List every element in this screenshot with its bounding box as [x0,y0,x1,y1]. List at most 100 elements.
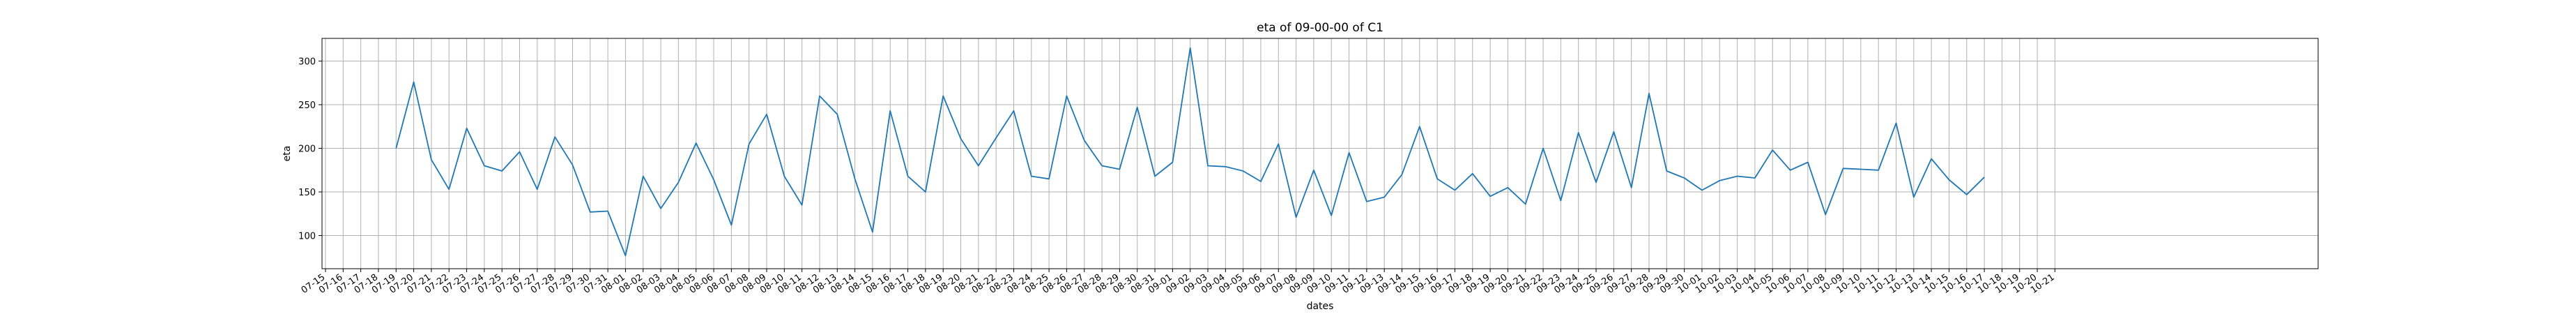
data-point [413,81,414,82]
data-point [1401,174,1402,175]
data-point [1207,165,1209,166]
data-point [501,170,503,172]
data-point [801,204,802,206]
data-point [1436,178,1438,179]
data-point [484,165,485,166]
data-point [1948,179,1949,180]
y-tick-label: 300 [298,57,316,68]
data-point [1242,170,1243,172]
data-point [1736,175,1738,177]
plot-area-frame [321,38,2319,269]
data-point [1313,170,1314,171]
data-point [1295,216,1296,218]
data-point [1419,126,1420,127]
data-point [537,188,538,190]
data-point [1189,47,1190,49]
data-point [713,179,714,180]
data-point [660,208,661,209]
data-point [1260,181,1262,182]
data-point [1366,201,1367,202]
data-point [1860,168,1862,170]
chart-title: eta of 09-00-00 of C1 [1257,21,1383,35]
data-point [1031,175,1032,177]
data-point [1648,93,1650,94]
data-point [1701,189,1703,191]
data-point [925,191,926,193]
data-point [766,114,767,115]
data-point [1048,178,1050,179]
data-point [1772,149,1773,151]
data-point [1666,170,1667,172]
data-point [431,159,432,161]
data-point [854,178,855,179]
data-point [1172,161,1173,163]
data-point [872,231,873,232]
series-layer [395,47,1985,257]
data-point [1084,140,1085,141]
data-point [448,188,450,190]
data-point [1931,158,1932,159]
data-point [1119,168,1120,170]
data-point [677,181,679,183]
data-point [1578,132,1579,133]
data-point [942,95,944,96]
data-point [519,151,520,152]
axis-layer: 07-1507-1607-1707-1807-1907-2007-2107-22… [298,57,2056,296]
data-point [1101,165,1103,166]
data-point [1789,170,1791,171]
data-point [590,211,591,213]
data-point [643,175,644,177]
data-point [1472,173,1473,174]
data-point [1630,187,1632,188]
data-point [730,224,732,225]
data-point [1137,107,1138,108]
data-point [1984,177,1985,178]
x-axis-label: dates [1307,301,1334,312]
data-point [1895,122,1896,124]
data-point [1683,177,1685,179]
y-tick-label: 150 [298,188,316,198]
data-point [1331,215,1332,216]
data-point [1013,110,1014,112]
data-point [995,137,997,138]
data-point [1807,161,1809,163]
data-point [960,138,961,140]
data-point [1719,180,1720,181]
data-point [1383,196,1385,198]
data-point [1913,196,1915,198]
data-point [607,210,608,211]
data-point [1154,175,1156,177]
data-point [395,147,397,149]
grid-layer [322,38,2318,269]
data-point [1454,189,1455,191]
data-point [1613,131,1614,133]
data-point [978,165,979,166]
data-point [1507,187,1508,188]
data-point [1754,177,1756,179]
data-point [1966,194,1968,195]
data-point [466,128,467,129]
data-point [1542,147,1544,149]
data-point [889,110,891,112]
data-point [1878,170,1879,171]
data-point [819,95,820,96]
data-point [907,175,908,177]
data-point [1066,95,1067,96]
y-axis-label: eta [282,146,293,162]
data-point [1348,152,1349,154]
data-point [748,143,749,144]
series-line [395,47,1985,257]
data-point [836,114,838,115]
data-point [696,142,697,144]
data-point [1595,181,1597,183]
data-point [1560,200,1561,201]
data-point [1525,203,1526,204]
data-point [572,164,573,165]
y-tick-label: 200 [298,144,316,155]
data-point [783,175,785,177]
y-tick-label: 250 [298,100,316,111]
data-point [1225,166,1226,168]
data-point [1842,168,1843,169]
data-point [624,255,626,256]
